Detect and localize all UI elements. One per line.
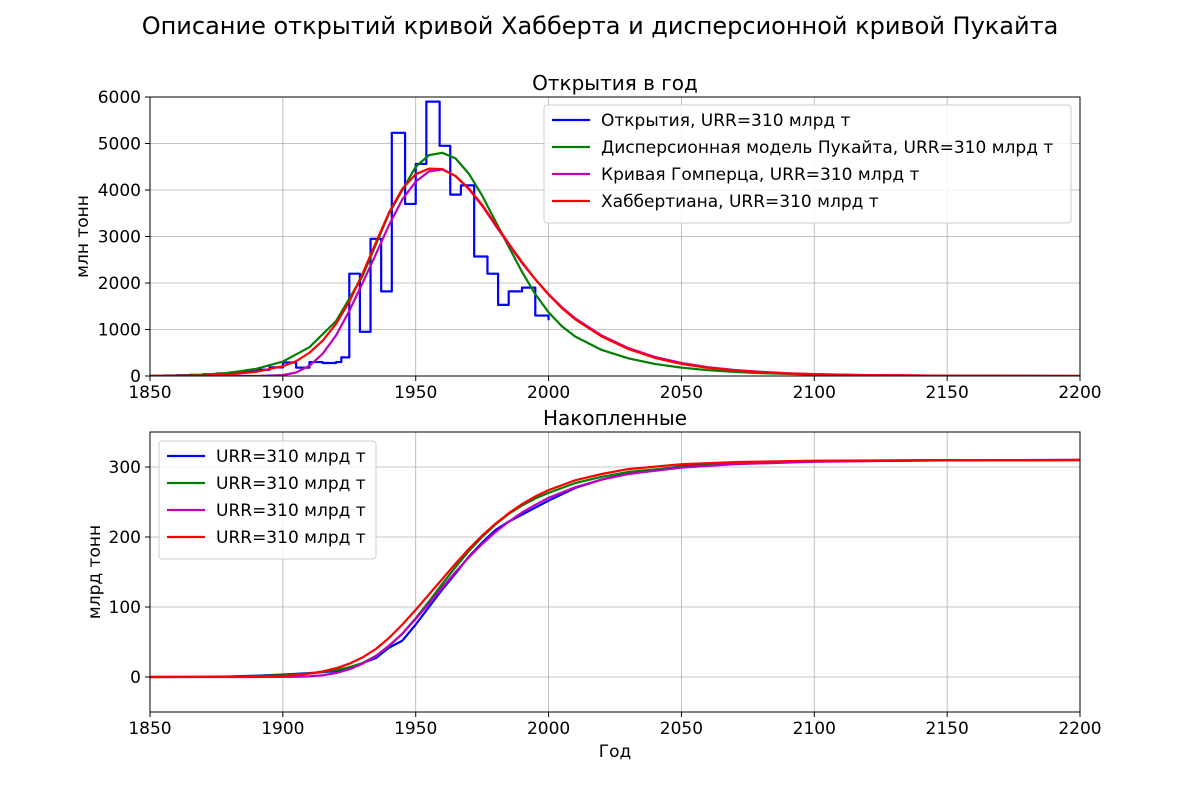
y-tick-label: 2000	[98, 274, 141, 294]
y-tick-label: 0	[130, 668, 141, 688]
legend-box	[543, 104, 1072, 224]
x-tick-label: 1950	[394, 383, 437, 403]
series-line-1	[150, 100, 550, 376]
x-tick-label: 2000	[527, 719, 570, 739]
chart-title: Накопленные	[543, 406, 687, 430]
x-axis-label: Год	[599, 742, 632, 762]
series-line-2	[150, 151, 1080, 376]
legend-label: URR=310 млрд т	[216, 528, 366, 548]
cumulative-panel: 1850 1900 1950 2000 2050 2100 2150 2200 0 100 200 3…	[85, 406, 1102, 762]
x-tick-label: 1850	[128, 383, 171, 403]
y-tick-label: 0	[130, 367, 141, 387]
y-axis-label: млн тонн	[73, 195, 93, 278]
y-tick-label: 3000	[98, 228, 141, 248]
legend: Открытия, URR=310 млрд т Дисперсионная мо…	[543, 104, 1072, 224]
legend-label: Кривая Гомперца, URR=310 млрд т	[601, 165, 920, 185]
legend-label: URR=310 млрд т	[216, 447, 366, 467]
x-tick-label: 2050	[660, 383, 703, 403]
series-line-4	[150, 167, 1080, 376]
legend-label: URR=310 млрд т	[216, 501, 366, 521]
y-tick-label: 200	[109, 528, 141, 548]
y-axis-label: млрд тонн	[85, 525, 105, 619]
y-tick-label: 300	[109, 458, 141, 478]
chart-title: Открытия в год	[532, 71, 698, 95]
plot-frame	[149, 431, 1081, 713]
legend-label: Открытия, URR=310 млрд т	[601, 111, 851, 131]
y-tick-label: 1000	[98, 321, 141, 341]
series-line-4	[150, 458, 1080, 679]
x-tick-label: 1900	[261, 719, 304, 739]
y-tick-label: 4000	[98, 181, 141, 201]
legend-label: URR=310 млрд т	[216, 474, 366, 494]
x-tick-label: 2000	[527, 383, 570, 403]
x-tick-label: 2100	[793, 719, 836, 739]
y-tick-label: 5000	[98, 135, 141, 155]
x-tick-label: 1950	[394, 719, 437, 739]
x-tick-label: 2100	[793, 383, 836, 403]
x-tick-label: 2200	[1058, 383, 1101, 403]
legend: URR=310 млрд т URR=310 млрд т URR=310 млрд…	[158, 440, 377, 560]
x-tick-label: 2050	[660, 719, 703, 739]
y-tick-label: 100	[109, 598, 141, 618]
x-tick-label: 1850	[128, 719, 171, 739]
x-tick-label: 2200	[1058, 719, 1101, 739]
figure-title: Описание открытий кривой Хабберта и дисп…	[141, 12, 1059, 40]
legend-label: Дисперсионная модель Пукайта, URR=310 мл…	[601, 138, 1053, 158]
x-tick-label: 2150	[926, 383, 969, 403]
x-tick-label: 2150	[926, 719, 969, 739]
legend-box	[158, 440, 377, 560]
x-tick-label: 1900	[261, 383, 304, 403]
legend-label: Хаббертиана, URR=310 млрд т	[601, 192, 879, 212]
discoveries-per-year-panel: 1850 1900 1950 2000 2050 2100 2150 2200 0 1000 200…	[73, 71, 1102, 403]
series-line-3	[150, 458, 1080, 679]
y-tick-label: 6000	[98, 88, 141, 108]
